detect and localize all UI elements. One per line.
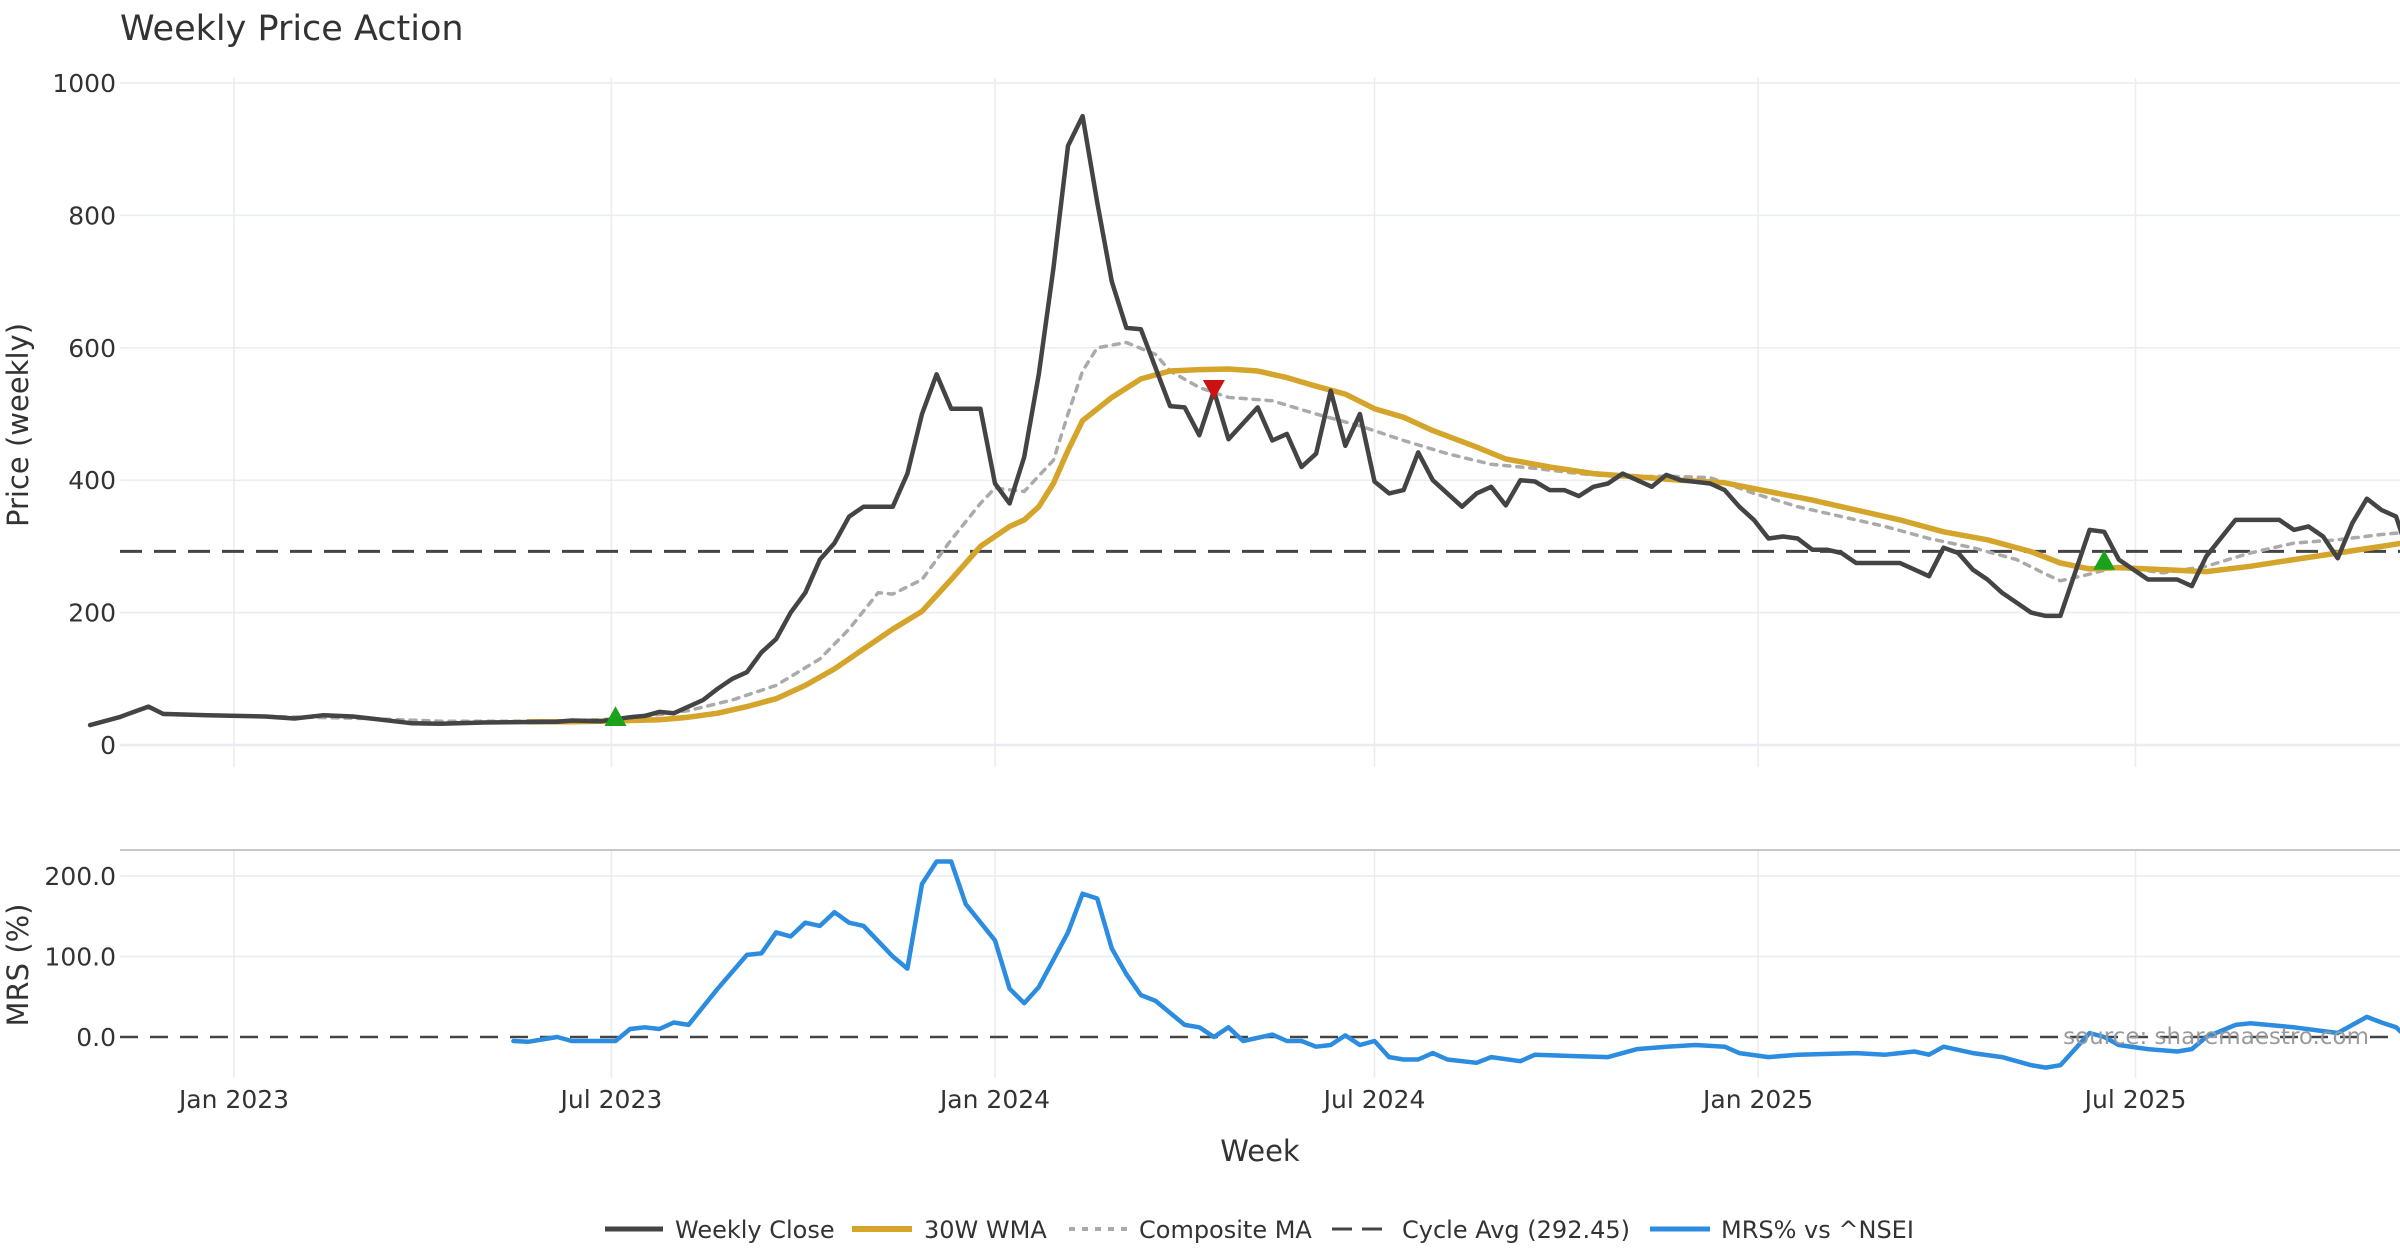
legend-mrs-label: MRS% vs ^NSEI <box>1721 1216 1914 1244</box>
legend: Weekly Close 30W WMA Composite MA Cycle Avg… <box>605 1216 1914 1244</box>
source-note: source: sharemaestro.com <box>2063 1024 2369 1050</box>
composite-ma-line <box>161 340 2400 723</box>
legend-wma-30w-label: 30W WMA <box>924 1216 1047 1244</box>
y-tick-label: 0 <box>100 731 116 760</box>
y-tick-label: 600 <box>68 334 116 363</box>
mrs-tick-label: 100.0 <box>44 943 116 972</box>
mrs-axis-label: MRS (%) <box>1 904 35 1027</box>
y-tick-label: 400 <box>68 466 116 495</box>
chart-title: Weekly Price Action <box>120 9 464 49</box>
weekly-close-line <box>87 113 2400 728</box>
legend-cycle-avg-label: Cycle Avg (292.45) <box>1402 1216 1630 1244</box>
x-tick-label: Jul 2024 <box>1322 1085 1426 1114</box>
mrs-line <box>511 859 2400 1070</box>
x-tick-label: Jan 2025 <box>1701 1085 1813 1114</box>
legend-weekly-close-label: Weekly Close <box>675 1216 835 1244</box>
y-tick-label: 1000 <box>52 69 116 98</box>
x-tick-label: Jul 2025 <box>2083 1085 2187 1114</box>
x-axis-label: Week <box>1220 1134 1300 1168</box>
y-tick-label: 200 <box>68 599 116 628</box>
y-axis-label: Price (weekly) <box>1 323 35 527</box>
legend-composite-ma-label: Composite MA <box>1139 1216 1312 1244</box>
buy-signal-marker <box>2093 550 2116 570</box>
x-tick-label: Jul 2023 <box>559 1085 663 1114</box>
x-tick-label: Jan 2024 <box>938 1085 1050 1114</box>
x-tick-label: Jan 2023 <box>177 1085 289 1114</box>
wma-30w-line <box>525 366 2400 725</box>
buy-signal-marker <box>604 706 627 726</box>
mrs-tick-label: 0.0 <box>76 1023 116 1052</box>
sell-signal-marker <box>1202 380 1225 400</box>
y-tick-label: 800 <box>68 201 116 230</box>
mrs-tick-label: 200.0 <box>44 862 116 891</box>
